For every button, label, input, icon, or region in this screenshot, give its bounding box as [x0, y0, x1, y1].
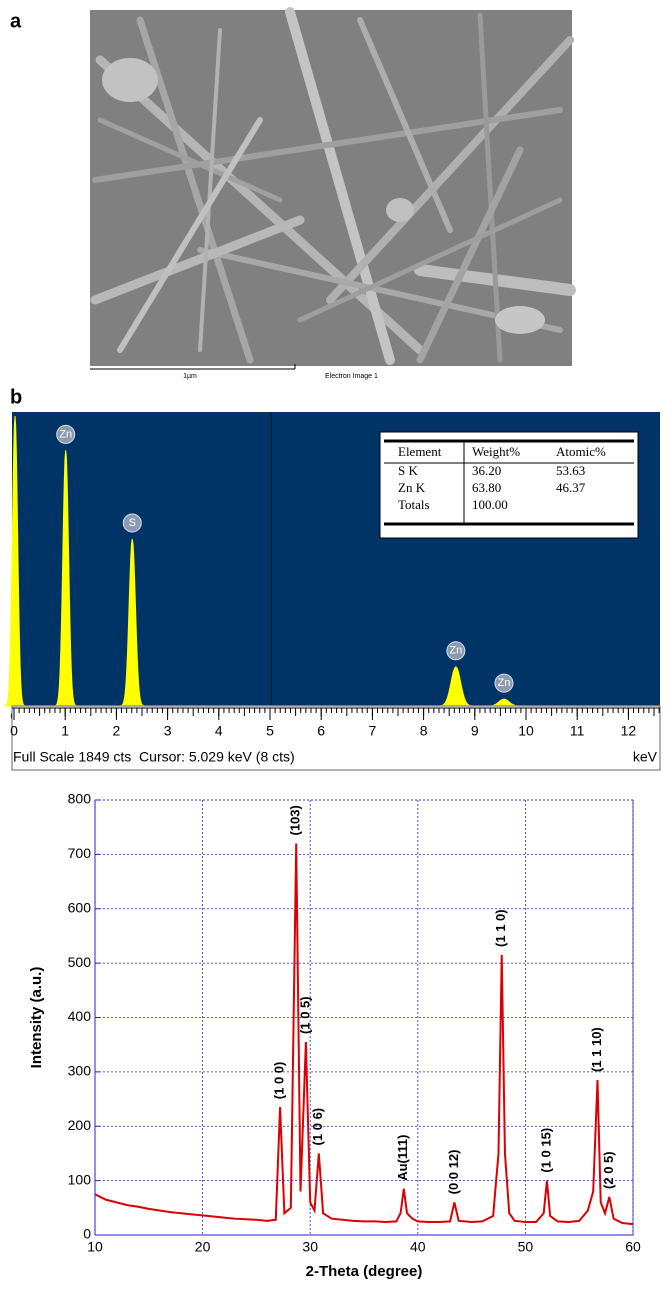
image-caption: Electron Image 1	[325, 373, 378, 380]
table-cell: S K	[398, 463, 418, 478]
x-tick-label: 1	[61, 723, 69, 739]
x-tick-label: 3	[164, 723, 172, 739]
y-tick-label: 500	[68, 954, 92, 970]
footer: Full Scale 1849 cts Cursor: 5.029 keV (8…	[13, 749, 295, 765]
y-tick-label: 600	[68, 899, 92, 915]
table-cell: Totals	[398, 497, 430, 512]
y-tick-label: 400	[68, 1008, 92, 1024]
x-tick-label: 11	[570, 723, 585, 739]
peak-marker	[122, 513, 142, 533]
x-tick-label: 7	[369, 723, 377, 739]
peak-annotation: Au(111)	[395, 1135, 410, 1181]
x-tick-label: 12	[621, 723, 637, 739]
x-tick-label: 5	[266, 723, 274, 739]
peak-label: Zn	[449, 645, 462, 657]
x-tick-label: 10	[518, 723, 534, 739]
y-tick-label: 200	[68, 1117, 92, 1133]
table-cell: 36.20	[472, 463, 501, 478]
y-tick-label: 100	[68, 1171, 92, 1187]
panel-label: b	[10, 386, 22, 408]
x-tick-label: 2	[113, 723, 121, 739]
y-axis-title: Intensity (a.u.)	[28, 967, 45, 1069]
peak-label: Zn	[59, 428, 72, 440]
y-tick-label: 700	[68, 845, 92, 861]
peak-annotation: (1 0 0)	[272, 1062, 287, 1100]
peak-annotation: (1 1 0)	[493, 909, 508, 947]
y-tick-label: 800	[68, 791, 92, 807]
x-tick-label: 9	[471, 723, 479, 739]
peak-annotation: (1 0 6)	[310, 1108, 325, 1146]
x-tick-label: 40	[410, 1239, 426, 1255]
table-cell: Zn K	[398, 480, 426, 495]
x-tick-label: 30	[302, 1239, 318, 1255]
axis-strip	[11, 705, 661, 771]
y-tick-label: 0	[83, 1226, 91, 1242]
peak	[4, 415, 26, 707]
peak-annotation: (0 0 12)	[446, 1150, 461, 1195]
panel-label: a	[10, 10, 22, 32]
peak-label: S	[129, 517, 136, 529]
peak	[119, 538, 146, 707]
peak-marker	[494, 673, 514, 693]
peak-marker	[446, 641, 466, 661]
peak-annotation: (1 0 5)	[297, 996, 312, 1034]
x-tick-label: 20	[195, 1239, 211, 1255]
peak	[53, 450, 78, 707]
x-tick-label: 6	[317, 723, 325, 739]
table-header: Element	[398, 444, 442, 459]
peak-marker	[56, 424, 76, 444]
peak-annotation: (103)	[288, 805, 303, 835]
x-tick-label: 60	[625, 1239, 641, 1255]
x-tick-label: 4	[215, 723, 223, 739]
peak-annotation: (1 0 15)	[538, 1128, 553, 1173]
table-cell: 46.37	[556, 480, 586, 495]
peak-annotation: (1 1 10)	[589, 1027, 604, 1072]
peak-label: Zn	[498, 677, 511, 689]
y-tick-label: 300	[68, 1063, 92, 1079]
table-cell: 53.63	[556, 463, 585, 478]
micrograph	[90, 7, 576, 366]
x-tick-label: 50	[518, 1239, 534, 1255]
table-cell: 100.00	[472, 497, 508, 512]
x-tick-label: 0	[10, 723, 18, 739]
peak-annotation: (2 0 5)	[601, 1151, 616, 1189]
table-cell: 63.80	[472, 480, 501, 495]
data-line	[94, 843, 634, 1226]
table-header: Atomic%	[556, 444, 606, 459]
scale-label: 1µm	[183, 373, 197, 380]
x-axis-title: 2-Theta (degree)	[306, 1263, 423, 1280]
table-box	[379, 431, 639, 539]
x-tick-label: 10	[87, 1239, 103, 1255]
table-header: Weight%	[472, 444, 520, 459]
x-tick-label: 8	[420, 723, 428, 739]
x-unit: keV	[633, 749, 658, 765]
